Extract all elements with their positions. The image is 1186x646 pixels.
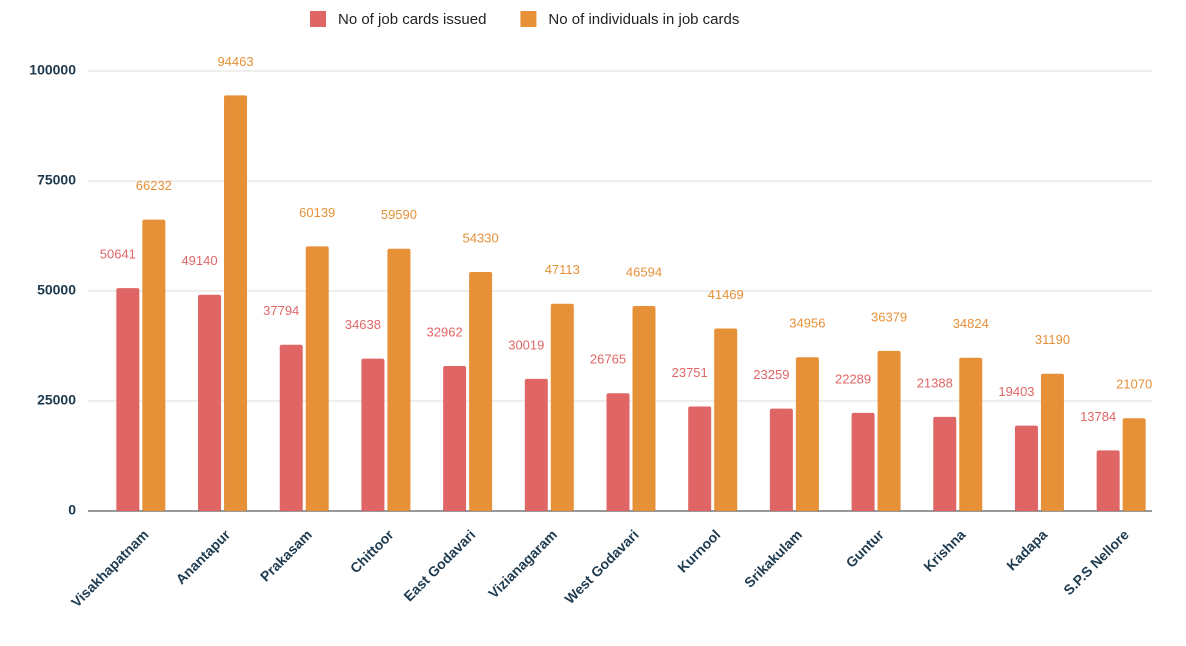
legend-swatch [310, 11, 326, 27]
data-label: 37794 [263, 303, 299, 318]
bar [387, 248, 411, 511]
data-label: 34956 [789, 316, 825, 331]
data-label: 60139 [299, 205, 335, 220]
data-label: 50641 [100, 247, 136, 262]
bar [198, 294, 222, 511]
bar [443, 365, 467, 511]
legend-swatch [520, 11, 537, 27]
bar [959, 357, 983, 511]
x-tick-label: Visakhapatnam [68, 526, 152, 610]
x-tick-label: Anantapur [172, 526, 233, 587]
bar [1040, 373, 1064, 511]
data-label: 31190 [1035, 332, 1070, 347]
y-tick-label: 100000 [29, 62, 76, 78]
data-label: 30019 [508, 337, 544, 352]
bar [305, 246, 329, 511]
data-label: 54330 [463, 230, 499, 245]
bar [224, 95, 248, 512]
bar [1122, 418, 1146, 511]
bar [524, 378, 548, 511]
bar [361, 358, 385, 511]
data-label: 41469 [708, 287, 744, 302]
data-label: 46594 [626, 264, 662, 279]
x-tick-label: East Godavari [400, 526, 478, 604]
x-tick-label: Kadapa [1003, 526, 1050, 573]
data-label: 23751 [672, 365, 708, 380]
y-tick-label: 50000 [37, 282, 76, 298]
bar [469, 271, 493, 511]
data-label: 47113 [545, 262, 580, 277]
bar [795, 357, 819, 511]
bar [933, 416, 957, 511]
bar [142, 219, 166, 511]
data-label: 22289 [835, 371, 871, 386]
bar [877, 350, 901, 511]
y-tick-label: 0 [68, 502, 76, 518]
data-label: 19403 [998, 384, 1034, 399]
data-label: 13784 [1080, 409, 1116, 424]
data-label: 34824 [953, 316, 989, 331]
data-label: 36379 [871, 309, 907, 324]
data-label: 23259 [753, 367, 789, 382]
bar [688, 406, 712, 511]
y-tick-label: 75000 [37, 172, 76, 188]
x-tick-label: Srikakulam [741, 526, 805, 590]
bar [116, 288, 140, 511]
y-tick-label: 25000 [37, 392, 76, 408]
x-tick-label: Chittoor [347, 526, 397, 576]
data-label: 34638 [345, 317, 381, 332]
x-tick-label: Kurnool [674, 526, 723, 575]
data-label: 21388 [917, 375, 953, 390]
data-label: 49140 [181, 253, 217, 268]
data-label: 32962 [427, 324, 463, 339]
legend-label: No of individuals in job cards [548, 11, 739, 28]
x-tick-label: S.P.S Nellore [1060, 526, 1132, 598]
data-label: 59590 [381, 207, 417, 222]
bar [851, 412, 875, 511]
x-tick-label: Prakasam [257, 526, 315, 584]
x-tick-label: Vizianagaram [485, 526, 560, 601]
bar [606, 393, 630, 511]
bar [1014, 425, 1038, 511]
bar [279, 344, 303, 511]
data-label: 26765 [590, 352, 626, 367]
legend-label: No of job cards issued [338, 11, 486, 28]
bar [769, 408, 793, 511]
x-tick-label: Guntur [843, 526, 888, 571]
bar [550, 303, 574, 511]
x-tick-label: West Godavari [561, 526, 641, 606]
bar [632, 305, 656, 511]
data-label: 66232 [136, 178, 172, 193]
bar [714, 328, 738, 511]
x-tick-label: Krishna [920, 526, 968, 574]
bar [1096, 450, 1120, 511]
data-label: 94463 [217, 54, 253, 69]
data-label: 21070 [1116, 377, 1152, 392]
